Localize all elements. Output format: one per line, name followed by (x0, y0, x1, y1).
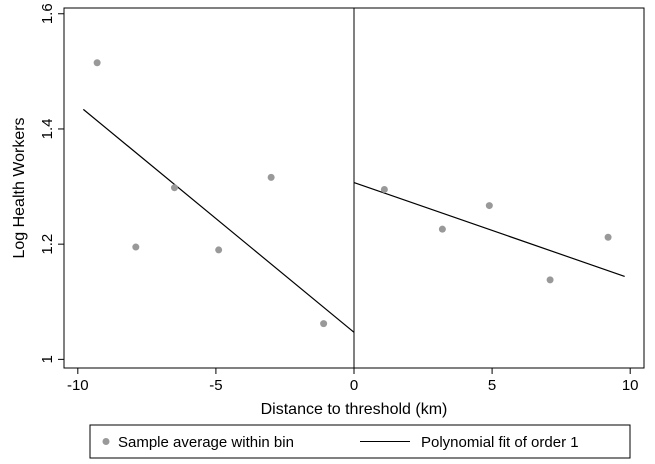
x-tick-label: 0 (350, 377, 358, 394)
fit-line-left (82, 108, 355, 333)
y-tick-label: 1.2 (39, 234, 56, 255)
data-point-10 (546, 276, 554, 284)
y-tick-label: 1.4 (39, 119, 56, 140)
y-axis-title: Log Health Workers (11, 117, 28, 258)
data-point-7 (380, 185, 388, 193)
x-tick-label: -10 (67, 377, 89, 394)
data-point-2 (132, 243, 140, 251)
legend: Sample average within bin Polynomial fit… (89, 424, 631, 459)
data-point-9 (485, 202, 493, 210)
y-tick-label: 1 (39, 355, 56, 363)
y-axis-ticks: 1 1.2 1.4 1.6 (39, 3, 64, 364)
legend-label-scatter: Sample average within bin (118, 434, 294, 451)
x-axis-ticks: -10 -5 0 5 10 (67, 368, 639, 394)
x-axis-title: Distance to threshold (km) (261, 401, 448, 418)
data-point-8 (438, 225, 446, 233)
x-tick-label: -5 (209, 377, 222, 394)
x-tick-label: 10 (622, 377, 639, 394)
data-point-11 (604, 233, 612, 241)
data-point-4 (215, 246, 223, 254)
data-point-1 (93, 59, 101, 67)
y-tick-label: 1.6 (39, 3, 56, 24)
data-layer (82, 59, 625, 333)
data-point-5 (267, 173, 275, 181)
legend-marker-scatter (102, 438, 110, 445)
fit-line-right (353, 181, 625, 277)
data-point-6 (320, 320, 328, 328)
legend-label-line: Polynomial fit of order 1 (421, 434, 579, 451)
data-point-3 (170, 184, 178, 192)
x-tick-label: 5 (488, 377, 496, 394)
